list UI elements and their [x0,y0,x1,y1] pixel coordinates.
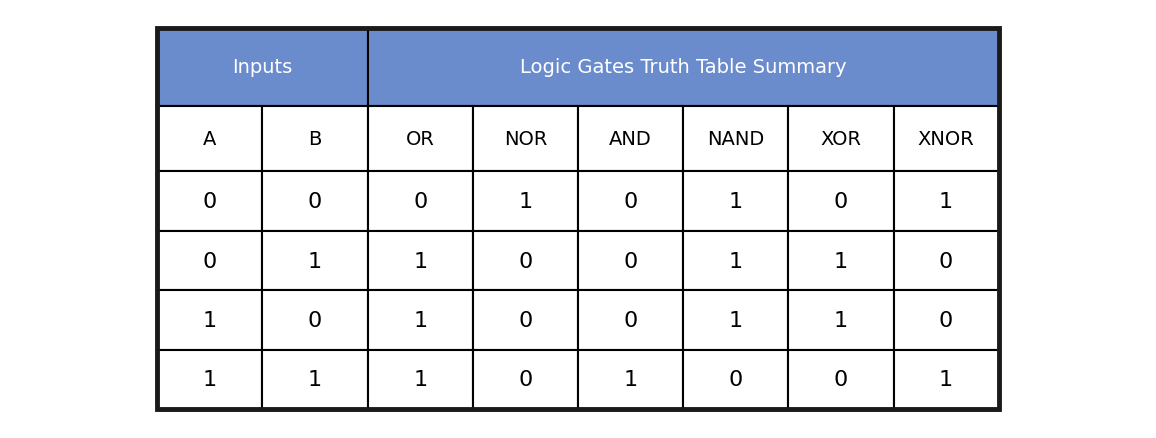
Bar [894,350,999,409]
Text: 0: 0 [518,310,533,330]
Bar [368,172,473,231]
Text: 1: 1 [413,310,428,330]
Text: 1: 1 [728,192,743,212]
Bar [894,291,999,350]
Text: 1: 1 [307,251,323,271]
Text: A: A [203,130,216,148]
Bar [683,172,788,231]
Bar [578,172,683,231]
Text: 1: 1 [202,370,217,389]
Text: 1: 1 [518,192,533,212]
Bar [262,231,368,291]
Bar [473,350,578,409]
Bar [788,350,894,409]
Bar [157,29,368,106]
Bar [157,231,262,291]
Bar [788,172,894,231]
Text: 1: 1 [939,370,954,389]
Text: Logic Gates Truth Table Summary: Logic Gates Truth Table Summary [520,58,846,77]
Text: 0: 0 [833,192,849,212]
Text: NAND: NAND [707,130,764,148]
Text: 0: 0 [202,251,217,271]
Bar [788,291,894,350]
Text: B: B [309,130,321,148]
Bar [473,106,578,172]
Bar [262,106,368,172]
Bar [683,106,788,172]
Bar [157,106,262,172]
Bar [578,291,683,350]
Bar [160,32,1001,412]
Bar [578,106,683,172]
Text: 1: 1 [833,251,849,271]
Text: 0: 0 [518,251,533,271]
Bar [157,291,262,350]
Bar [368,350,473,409]
Text: 0: 0 [307,310,323,330]
Text: NOR: NOR [504,130,547,148]
Text: 1: 1 [202,310,217,330]
Bar [894,106,999,172]
Bar [157,350,262,409]
Bar [894,231,999,291]
Text: 0: 0 [202,192,217,212]
Bar [578,350,683,409]
Bar [788,106,894,172]
Bar [683,350,788,409]
Bar [262,350,368,409]
Bar [894,172,999,231]
Bar [683,231,788,291]
Bar [473,291,578,350]
Text: XNOR: XNOR [918,130,975,148]
Bar [473,172,578,231]
Text: 1: 1 [307,370,323,389]
Text: OR: OR [406,130,435,148]
Text: 0: 0 [307,192,323,212]
Text: 1: 1 [413,370,428,389]
Text: 0: 0 [939,251,954,271]
Text: 1: 1 [413,251,428,271]
Text: XOR: XOR [821,130,861,148]
Text: 0: 0 [623,251,638,271]
Bar [368,231,473,291]
Bar [368,291,473,350]
Text: 1: 1 [939,192,954,212]
Text: 0: 0 [413,192,428,212]
Text: 1: 1 [623,370,638,389]
Text: 1: 1 [728,310,743,330]
Text: Inputs: Inputs [232,58,292,77]
Text: 0: 0 [623,310,638,330]
Text: 0: 0 [939,310,954,330]
Bar [578,231,683,291]
Text: 1: 1 [833,310,849,330]
Bar [262,291,368,350]
Bar [788,231,894,291]
Text: 0: 0 [518,370,533,389]
Text: 1: 1 [728,251,743,271]
Text: 0: 0 [833,370,849,389]
Text: AND: AND [609,130,652,148]
Bar [683,291,788,350]
Bar [157,29,999,409]
Text: 0: 0 [728,370,743,389]
Bar [368,29,999,106]
Text: 0: 0 [623,192,638,212]
Bar [368,106,473,172]
Bar [157,172,262,231]
Bar [473,231,578,291]
Bar [262,172,368,231]
